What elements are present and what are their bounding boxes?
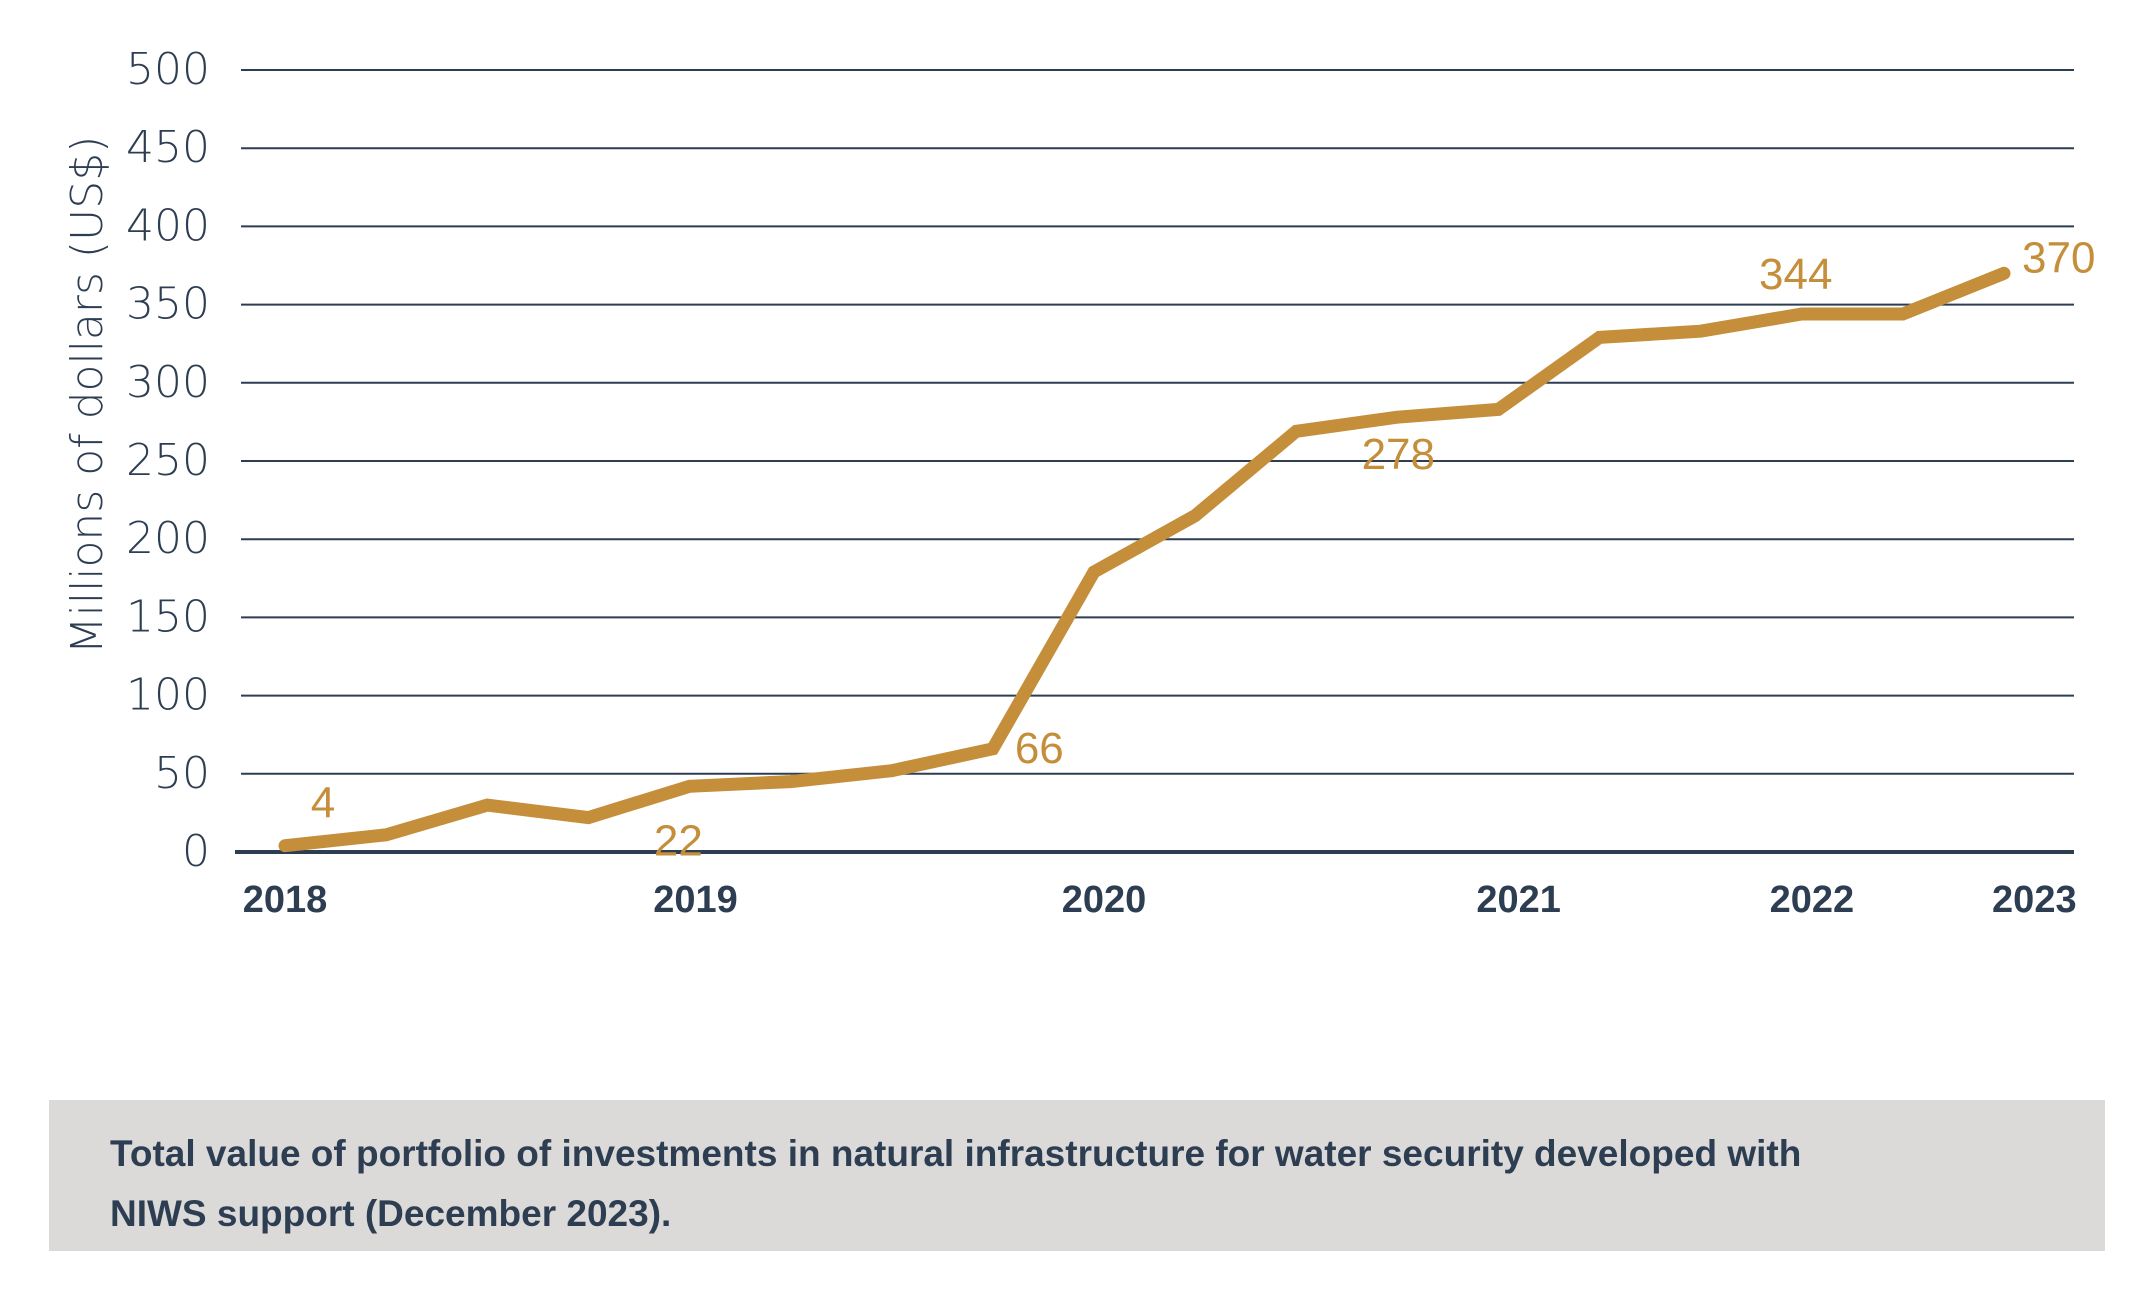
- data-label: 22: [654, 817, 703, 866]
- y-axis-label: Millions of dollars (US$): [62, 136, 113, 655]
- x-axis-ticks: 2018 2019 2020 2021 2022 2023: [243, 879, 2077, 921]
- data-label: 66: [1015, 724, 1064, 773]
- y-tick-label: 50: [154, 748, 210, 799]
- y-tick-label: 200: [126, 513, 210, 564]
- data-label: 370: [2022, 233, 2095, 282]
- x-tick-label: 2023: [1992, 879, 2077, 921]
- caption-line-1: Total value of portfolio of investments …: [110, 1133, 1802, 1174]
- x-tick-label: 2018: [243, 879, 328, 921]
- y-tick-label: 150: [126, 591, 210, 642]
- data-labels: 4 22 66 278 344 370: [311, 233, 2096, 865]
- y-tick-label: 500: [126, 44, 210, 95]
- caption-box: Total value of portfolio of investments …: [49, 1100, 2105, 1251]
- line-chart: 0 50 100 150 200 250 300 350 400 450 500 Millions …: [62, 44, 2096, 921]
- data-label: 278: [1362, 430, 1435, 479]
- caption-line-2: NIWS support (December 2023).: [110, 1193, 672, 1234]
- gridlines: [235, 69, 2074, 854]
- y-tick-label: 400: [126, 200, 210, 251]
- y-tick-label: 350: [126, 279, 210, 330]
- y-tick-label: 100: [126, 670, 210, 721]
- x-tick-label: 2019: [653, 879, 738, 921]
- y-tick-label: 250: [126, 435, 210, 486]
- y-tick-label: 450: [126, 122, 210, 173]
- series-line: [278, 266, 2011, 853]
- y-tick-label: 0: [182, 826, 210, 877]
- y-axis-ticks: 0 50 100 150 200 250 300 350 400 450 500: [126, 44, 210, 877]
- data-label: 344: [1759, 250, 1832, 299]
- caption-text: Total value of portfolio of investments …: [110, 1124, 1970, 1244]
- x-tick-label: 2022: [1770, 879, 1855, 921]
- series-layer: [278, 266, 2011, 853]
- y-tick-label: 300: [126, 357, 210, 408]
- x-tick-label: 2021: [1476, 879, 1561, 921]
- x-tick-label: 2020: [1062, 879, 1147, 921]
- data-label: 4: [311, 779, 335, 828]
